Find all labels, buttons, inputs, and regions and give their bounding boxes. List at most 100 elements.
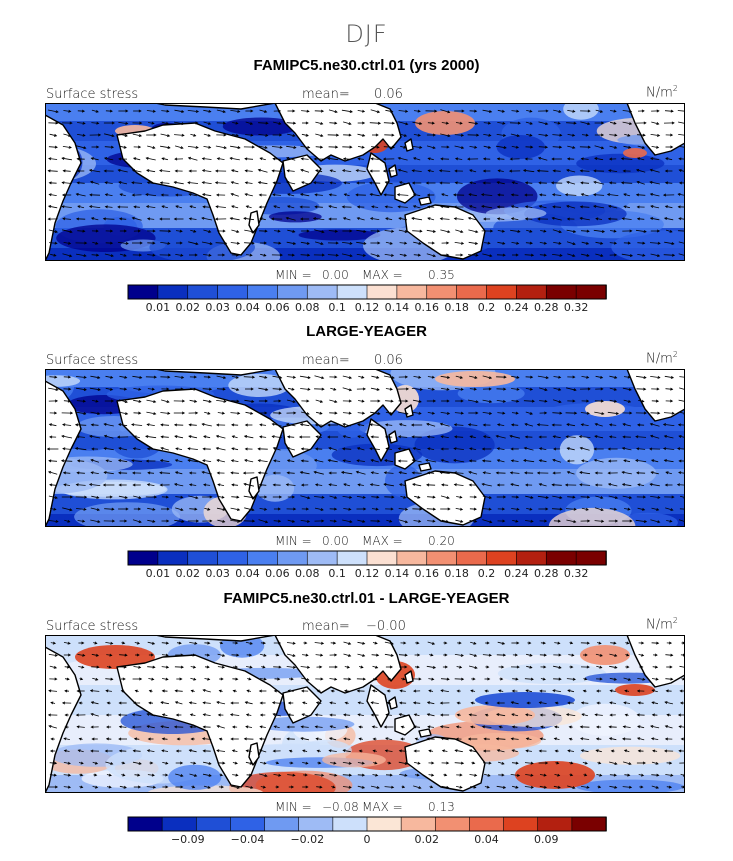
wind-vector [341,447,352,451]
wind-vector [525,121,533,125]
wind-vector [569,665,574,669]
wind-vector [287,519,296,523]
wind-vector [454,411,464,415]
colorbar-swatch [486,550,518,566]
wind-vector [48,181,57,185]
wind-vector [482,507,492,511]
wind-vector [188,749,197,753]
wind-vector [230,507,241,511]
wind-vector [440,737,449,741]
wind-vector [651,507,660,511]
wind-vector [440,495,450,499]
wind-vector [623,459,631,463]
wind-vector [104,193,113,197]
wind-vector [678,157,685,161]
wind-vector [454,133,465,137]
wind-vector [187,156,198,161]
wind-vector [552,471,561,475]
wind-vector [302,701,308,705]
colorbar-tick-label: 0.18 [444,301,469,314]
wind-vector [650,471,659,475]
wind-vector [427,725,435,729]
wind-vector [259,423,267,427]
wind-vector [369,121,382,125]
wind-vector [314,205,323,209]
wind-vector [63,761,71,765]
wind-vector [287,495,296,499]
colorbar-tick-label: −0.04 [231,833,265,846]
wind-vector [651,399,660,403]
wind-vector [77,749,84,753]
wind-vector [287,193,295,197]
wind-vector [678,399,685,403]
wind-vector [456,495,463,499]
wind-vector [216,725,225,729]
wind-vector [119,387,128,391]
wind-vector [469,507,477,511]
land-mass [404,670,414,684]
wind-vector [131,168,142,173]
wind-vector [105,109,113,113]
wind-vector [232,641,239,645]
wind-vector [552,689,562,693]
wind-vector [371,145,380,149]
wind-vector [665,145,674,149]
wind-vector [90,411,101,415]
wind-vector [665,507,674,511]
wind-vector [426,435,435,439]
wind-vector [439,725,450,729]
wind-vector [230,193,239,197]
wind-vector [105,713,112,717]
wind-vector [190,229,197,233]
wind-vector [131,216,142,221]
wind-vector [636,180,645,185]
wind-vector [483,121,492,125]
wind-vector [580,181,590,185]
wind-vector [286,725,295,729]
wind-vector [439,217,450,221]
wind-vector [483,435,491,439]
wind-vector [258,399,268,403]
panel-3-max-label: MAX = [362,800,403,814]
colorbar-swatch [456,284,488,300]
wind-vector [202,459,212,463]
wind-vector [175,495,184,499]
wind-vector [286,145,297,149]
wind-vector [328,145,339,149]
wind-vector [328,205,338,209]
wind-vector [131,423,143,427]
wind-vector [190,737,195,741]
wind-vector [202,205,211,209]
wind-vector [202,749,211,753]
wind-vector [231,495,240,499]
land-mass [388,696,398,710]
map-frame [45,103,685,261]
wind-vector [62,121,73,125]
wind-vector [272,471,281,475]
wind-vector [593,229,606,233]
wind-vector [133,665,142,669]
wind-vector [203,761,212,765]
wind-vector [596,665,603,669]
wind-vector [216,701,226,705]
wind-vector [118,109,129,113]
wind-vector [147,387,155,391]
wind-vector [470,725,476,729]
wind-vector [288,387,295,391]
wind-vector [595,241,604,245]
colorbar-tick-label: 0.04 [235,301,260,314]
colorbar-swatch [575,550,607,566]
wind-vector [483,773,491,777]
wind-vector [579,169,590,173]
wind-vector [622,387,632,391]
wind-vector [135,653,140,657]
wind-vector [413,241,422,245]
wind-vector [677,192,685,196]
wind-vector [481,229,494,233]
wind-vector [285,423,296,427]
wind-vector [119,145,127,149]
wind-vector [315,399,324,403]
stress-contour [168,764,222,790]
wind-vector [385,387,393,391]
colorbar-frame [127,816,607,832]
